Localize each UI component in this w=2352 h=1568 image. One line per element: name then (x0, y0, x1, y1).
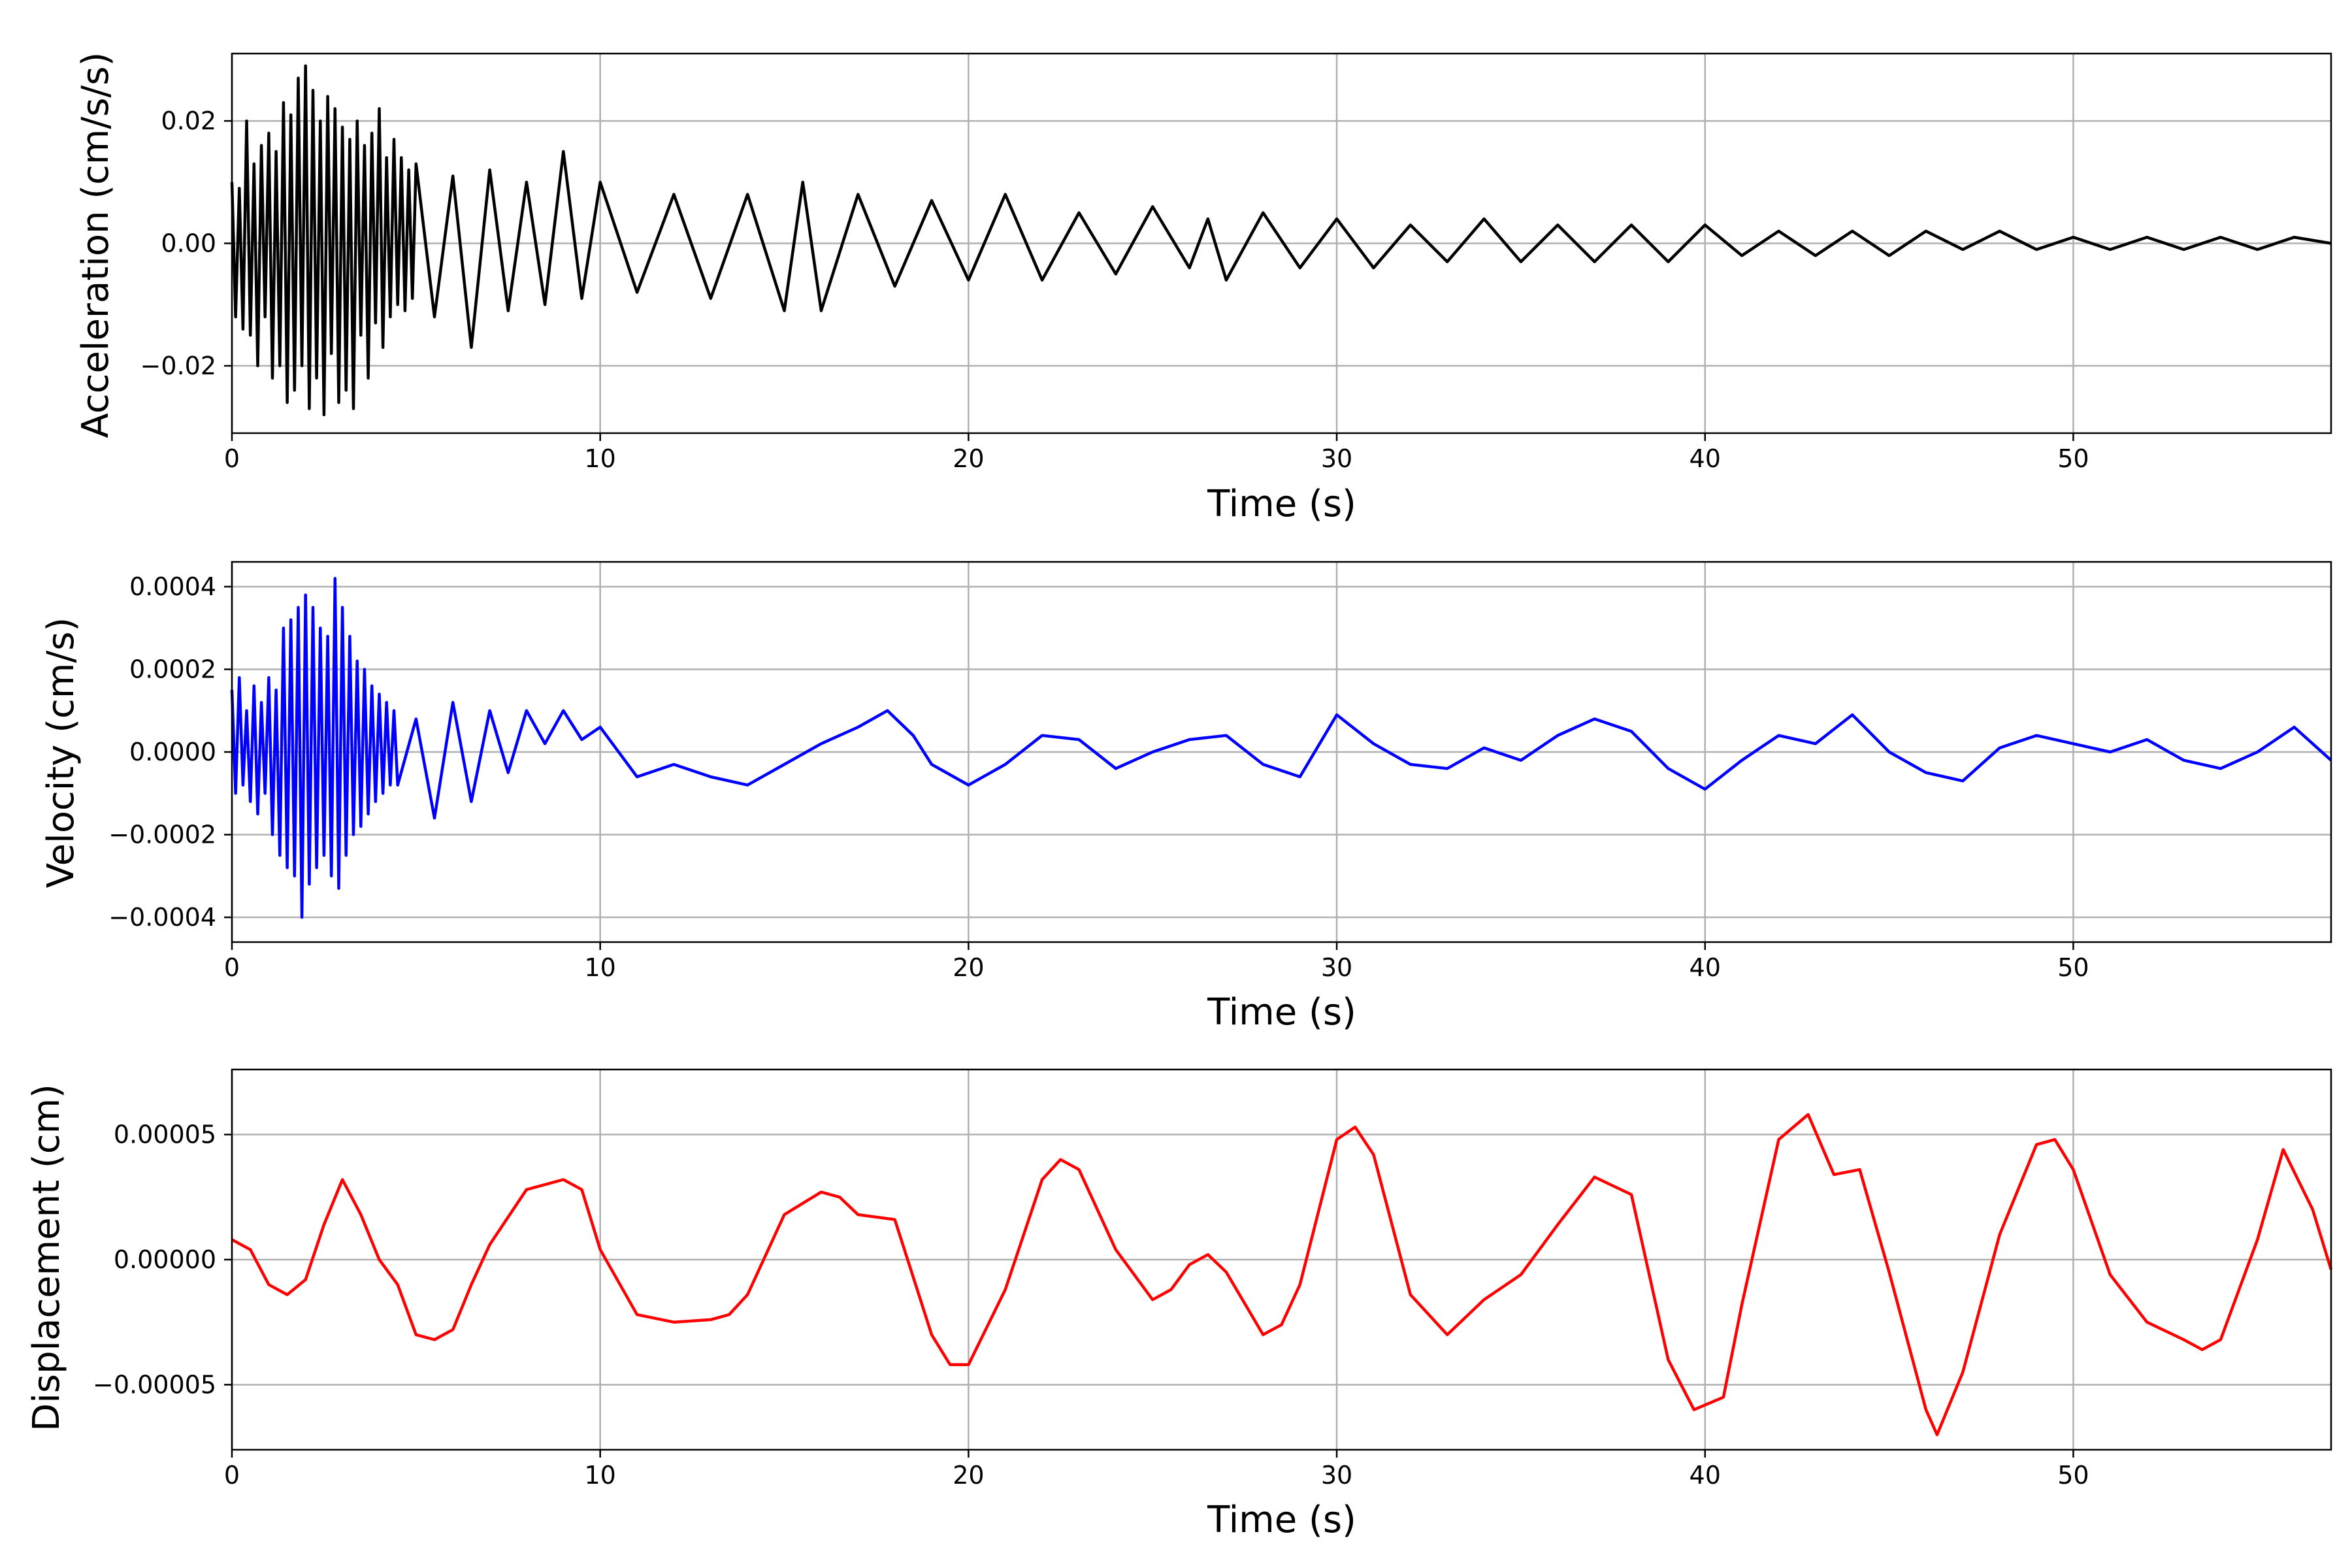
series-line-velocity (230, 577, 2332, 919)
ytick-label-velocity: −0.0002 (108, 821, 216, 849)
xlabel-displacement: Time (s) (1207, 1499, 1356, 1541)
xtick-label-acceleration: 0 (224, 444, 240, 473)
xtick-label-velocity: 50 (2057, 953, 2089, 982)
ytick-label-acceleration: 0.00 (161, 229, 216, 258)
xtick-label-velocity: 0 (224, 953, 240, 982)
ytick-label-velocity: 0.0000 (129, 738, 216, 766)
ytick-label-displacement: 0.00005 (114, 1120, 216, 1149)
xtick-label-velocity: 40 (1690, 953, 1721, 982)
xtick-label-displacement: 20 (953, 1461, 984, 1490)
xtick-label-displacement: 0 (224, 1461, 240, 1490)
ytick-label-velocity: −0.0004 (108, 903, 216, 932)
series-line-acceleration (230, 64, 2332, 417)
xtick-label-velocity: 20 (953, 953, 984, 982)
xtick-label-displacement: 10 (585, 1461, 616, 1490)
xtick-label-displacement: 30 (1321, 1461, 1352, 1490)
xlabel-acceleration: Time (s) (1207, 483, 1356, 525)
xtick-label-acceleration: 30 (1321, 444, 1352, 473)
ytick-label-velocity: 0.0002 (129, 655, 216, 683)
ylabel-displacement: Displacement (cm) (25, 1084, 68, 1431)
ytick-label-displacement: 0.00000 (114, 1245, 216, 1274)
ylabel-velocity: Velocity (cm/s) (40, 617, 82, 889)
xtick-label-acceleration: 50 (2057, 444, 2089, 473)
ylabel-acceleration: Acceleration (cm/s/s) (74, 52, 117, 438)
xtick-label-velocity: 10 (585, 953, 616, 982)
xtick-label-acceleration: 40 (1690, 444, 1721, 473)
plot-displacement: Displacement (cm) Time (s) 0 10 20 30 40 50 −0… (25, 1068, 2333, 1541)
xtick-label-displacement: 50 (2057, 1461, 2089, 1490)
xtick-label-acceleration: 10 (585, 444, 616, 473)
xtick-label-acceleration: 20 (953, 444, 984, 473)
plot-acceleration: Acceleration (cm/s/s) Time (s) 0 10 20 30 40… (74, 52, 2332, 525)
xtick-label-velocity: 30 (1321, 953, 1352, 982)
ytick-label-velocity: 0.0004 (129, 572, 216, 601)
ytick-label-displacement: −0.00005 (93, 1370, 216, 1399)
xlabel-velocity: Time (s) (1207, 991, 1356, 1034)
ytick-label-acceleration: −0.02 (140, 351, 216, 380)
xtick-label-displacement: 40 (1690, 1461, 1721, 1490)
plot-velocity: Velocity (cm/s) Time (s) 0 10 20 30 40 50 −0.0… (40, 561, 2332, 1034)
ytick-label-acceleration: 0.02 (161, 106, 216, 135)
series-line-displacement (231, 1113, 2333, 1437)
